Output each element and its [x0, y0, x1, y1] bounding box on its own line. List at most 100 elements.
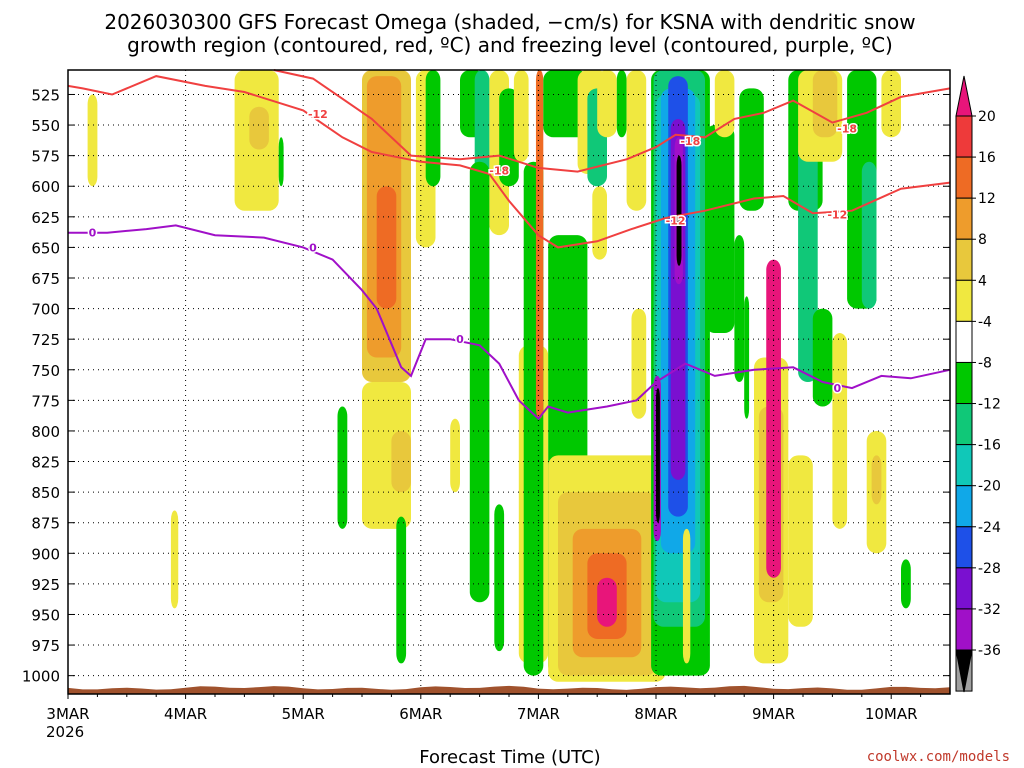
colorbar-label: -24	[978, 520, 1001, 536]
omega-cell	[396, 516, 407, 664]
terrain-fill	[68, 685, 950, 694]
y-axis-ticks: 525 550 575 600 625 650 675 700 725 750 775 800 825 8…	[22, 86, 950, 686]
omega-cell	[249, 106, 269, 150]
title-line-1: 2026030300 GFS Forecast Omega (shaded, −…	[104, 10, 915, 34]
omega-cell	[631, 308, 647, 419]
y-tick-label: 950	[31, 606, 60, 624]
y-tick-label: 825	[31, 454, 60, 472]
x-start-year: 2026	[46, 723, 84, 741]
x-tick-label: 10MAR	[865, 705, 918, 723]
y-tick-label: 775	[31, 392, 60, 410]
x-axis-label: Forecast Time (UTC)	[419, 747, 600, 768]
colorbar-label: -8	[978, 355, 992, 371]
y-tick-label: 725	[31, 331, 60, 349]
colorbar-label: -36	[978, 643, 1001, 659]
y-tick-label: 525	[31, 86, 60, 104]
omega-cell	[881, 70, 901, 138]
colorbar-label: 4	[978, 273, 987, 289]
y-tick-label: 650	[31, 239, 60, 257]
x-tick-label: 6MAR	[399, 705, 442, 723]
dgz-contour--18	[273, 69, 951, 173]
omega-cell	[469, 161, 490, 603]
colorbar-label: 8	[978, 232, 987, 248]
omega-cell	[170, 510, 179, 609]
x-tick-label: 9MAR	[752, 705, 795, 723]
y-tick-label: 600	[31, 178, 60, 196]
grid-lines	[67, 70, 950, 694]
omega-cell	[626, 70, 647, 211]
colorbar-label: -4	[978, 314, 992, 330]
omega-cell	[391, 430, 411, 493]
omega-cell	[714, 70, 735, 138]
x-tick-label: 8MAR	[634, 705, 677, 723]
colorbar-label: 16	[978, 150, 996, 166]
x-tick-label: 4MAR	[164, 705, 207, 723]
y-tick-label: 925	[31, 576, 60, 594]
colorbar-label: -20	[978, 479, 1001, 495]
colorbar-band	[955, 320, 973, 363]
y-tick-label: 975	[31, 637, 60, 655]
omega-cell	[597, 70, 617, 138]
omega-cell	[425, 70, 441, 187]
colorbar: 20 16 12 8 4 -4 -8 -12 -16 -20 -24 -28 -32 -36	[955, 75, 1001, 693]
y-tick-label: 1000	[22, 668, 60, 686]
x-axis-ticks: 3MAR 4MAR 5MAR 6MAR 7MAR 8MAR 9MAR 10MAR	[46, 694, 922, 723]
freezing-level-contour-label: 0	[309, 241, 317, 254]
colorbar-cap-bottom	[955, 649, 973, 693]
omega-cell	[812, 70, 838, 138]
colorbar-cap-top	[955, 75, 973, 117]
omega-cell	[744, 296, 750, 419]
omega-cell	[535, 70, 544, 419]
colorbar-label: -12	[978, 397, 1001, 413]
y-tick-label: 550	[31, 117, 60, 135]
omega-cell	[376, 186, 397, 309]
freezing-level-contour-label: 0	[89, 227, 97, 240]
colorbar-band	[955, 567, 973, 610]
freezing-level-contour	[68, 224, 951, 421]
colorbar-label: -32	[978, 602, 1001, 618]
omega-cell	[705, 125, 735, 334]
colorbar-band	[955, 115, 973, 158]
dgz-contour--12	[67, 75, 951, 249]
y-tick-label: 625	[31, 209, 60, 227]
colorbar-band	[955, 526, 973, 569]
colorbar-band	[955, 238, 973, 281]
colorbar-band	[955, 608, 973, 651]
y-tick-label: 750	[31, 362, 60, 380]
omega-cell	[494, 504, 505, 652]
y-tick-label: 700	[31, 301, 60, 319]
omega-cell	[450, 418, 460, 493]
omega-cell	[798, 137, 818, 382]
colorbar-band	[955, 156, 973, 199]
omega-cell	[656, 388, 660, 523]
y-tick-label: 675	[31, 270, 60, 288]
omega-cell	[676, 155, 682, 266]
omega-cell	[278, 137, 284, 187]
omega-cell	[337, 406, 348, 529]
colorbar-band	[955, 403, 973, 446]
freezing-level-contour-label: 0	[833, 382, 841, 395]
colorbar-band	[955, 361, 973, 405]
colorbar-label: 12	[978, 191, 996, 207]
credit-text: coolwx.com/models	[867, 749, 1010, 765]
chart-title: 2026030300 GFS Forecast Omega (shaded, −…	[104, 10, 915, 57]
x-tick-label: 7MAR	[517, 705, 560, 723]
contour-lines: -12 -12 -12 -18 -18 -18 0 0 0 0	[67, 69, 951, 421]
colorbar-label: 20	[978, 109, 996, 125]
freezing-level-contour-label: 0	[456, 333, 464, 346]
y-tick-label: 900	[31, 545, 60, 563]
y-tick-label: 875	[31, 515, 60, 533]
omega-cell	[901, 559, 911, 609]
omega-cell	[592, 186, 607, 260]
omega-cell	[616, 70, 627, 138]
dgz-contour--12-label: -12	[666, 214, 686, 227]
x-tick-label: 5MAR	[282, 705, 325, 723]
omega-cell	[832, 333, 848, 529]
dgz-contour--12-label: -12	[308, 108, 328, 121]
omega-cell	[513, 70, 529, 162]
omega-cell	[543, 70, 588, 138]
colorbar-band	[955, 197, 973, 240]
omega-cell	[812, 308, 833, 407]
omega-cell	[87, 94, 98, 187]
